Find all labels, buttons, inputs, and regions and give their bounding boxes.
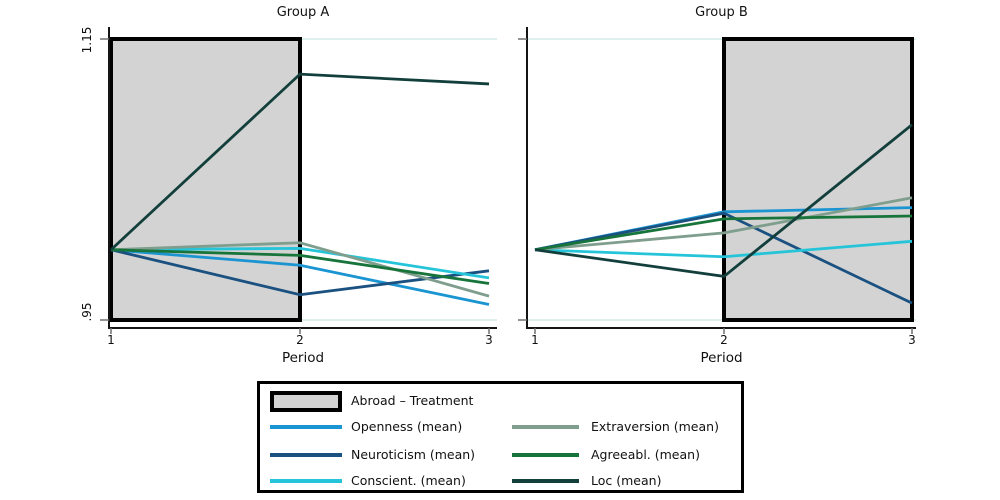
series-line-conscient-mean [110, 246, 490, 280]
series-line-openness-mean [110, 248, 490, 306]
panel-a-xtick-3: 3 [485, 333, 493, 347]
legend-label-extraversion: Extraversion (mean) [591, 419, 719, 434]
legend-swatch-openness [270, 425, 342, 429]
legend: Abroad – Treatment Openness (mean) Extra… [257, 381, 744, 493]
legend-label-treatment: Abroad – Treatment [351, 393, 474, 408]
panel-b-plot [518, 27, 916, 334]
series-line-extraversion-mean [534, 196, 913, 252]
panel-b-xtick-3: 3 [908, 333, 916, 347]
panel-a-plot [100, 27, 497, 334]
legend-swatch-extraversion [512, 425, 579, 429]
panel-b-xtick-1: 1 [531, 333, 539, 347]
legend-label-loc: Loc (mean) [591, 473, 662, 488]
y-tick-label-1-15: 1.15 [80, 26, 94, 54]
series-line-loc-mean [110, 72, 490, 251]
series-line-agreeabl-mean [110, 248, 490, 285]
series-line-conscient-mean [534, 239, 913, 259]
series-line-extraversion-mean [110, 241, 490, 298]
treatment-band [722, 37, 914, 322]
legend-swatch-agreeableness [512, 453, 579, 457]
series-line-agreeabl-mean [534, 214, 913, 252]
panel-b-xaxis-title: Period [700, 350, 743, 366]
series-line-loc-mean [534, 123, 913, 278]
panel-b-xtick-2: 2 [720, 333, 728, 347]
y-tick-label-95: .95 [80, 302, 94, 322]
panel-a-title: Group A [276, 5, 330, 20]
legend-label-openness: Openness (mean) [351, 419, 463, 434]
legend-label-neuroticism: Neuroticism (mean) [351, 447, 476, 462]
treatment-band [109, 37, 302, 322]
panel-a-xtick-1: 1 [107, 333, 115, 347]
panel-a-xtick-2: 2 [296, 333, 304, 347]
legend-swatch-conscientiousness [270, 479, 342, 483]
legend-swatch-treatment-band [270, 391, 342, 412]
legend-swatch-loc [512, 479, 579, 483]
legend-label-conscientiousness: Conscient. (mean) [351, 473, 466, 488]
legend-label-agreeableness: Agreeabl. (mean) [591, 447, 700, 462]
panel-b-title: Group B [695, 5, 748, 20]
series-line-neuroticism-mean [534, 211, 913, 305]
legend-swatch-neuroticism [270, 453, 342, 457]
panel-a-xaxis-title: Period [281, 350, 325, 366]
